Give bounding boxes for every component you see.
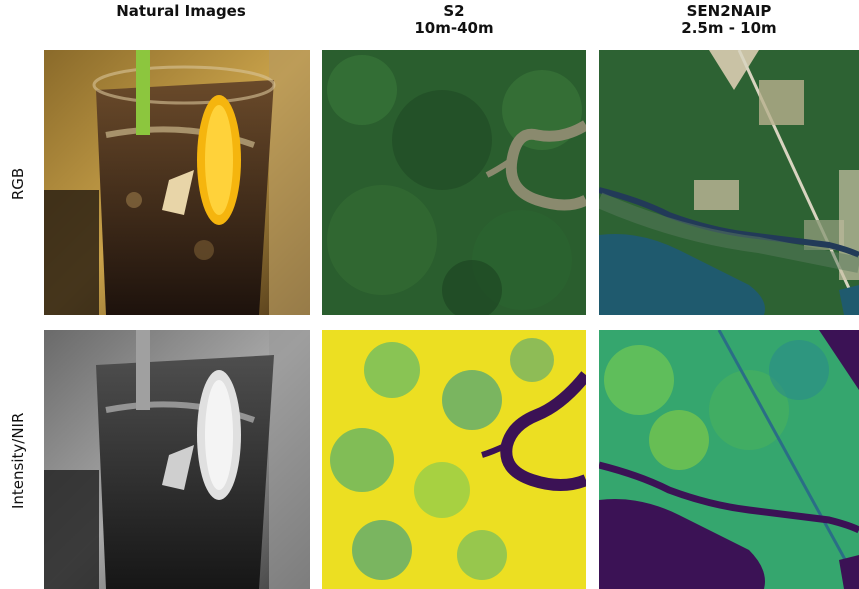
image-sen2naip-rgb <box>599 50 859 315</box>
image-natural-rgb <box>44 50 310 315</box>
image-s2-nir <box>322 330 586 589</box>
column-subtitle-text: 10m-40m <box>414 19 494 37</box>
image-natural-intensity <box>44 330 310 589</box>
row-label-rgb: RGB <box>9 167 27 201</box>
column-title-s2: S2 10m-40m <box>322 3 586 37</box>
column-title-natural-images: Natural Images <box>44 3 318 20</box>
row-label-intensity-nir: Intensity/NIR <box>9 412 27 509</box>
column-title-sen2naip: SEN2NAIP 2.5m - 10m <box>599 3 859 37</box>
image-s2-rgb <box>322 50 586 315</box>
column-title-text: S2 <box>443 2 465 20</box>
column-title-text: Natural Images <box>116 2 246 20</box>
column-title-text: SEN2NAIP <box>686 2 772 20</box>
column-subtitle-text: 2.5m - 10m <box>681 19 777 37</box>
image-sen2naip-nir <box>599 330 859 589</box>
